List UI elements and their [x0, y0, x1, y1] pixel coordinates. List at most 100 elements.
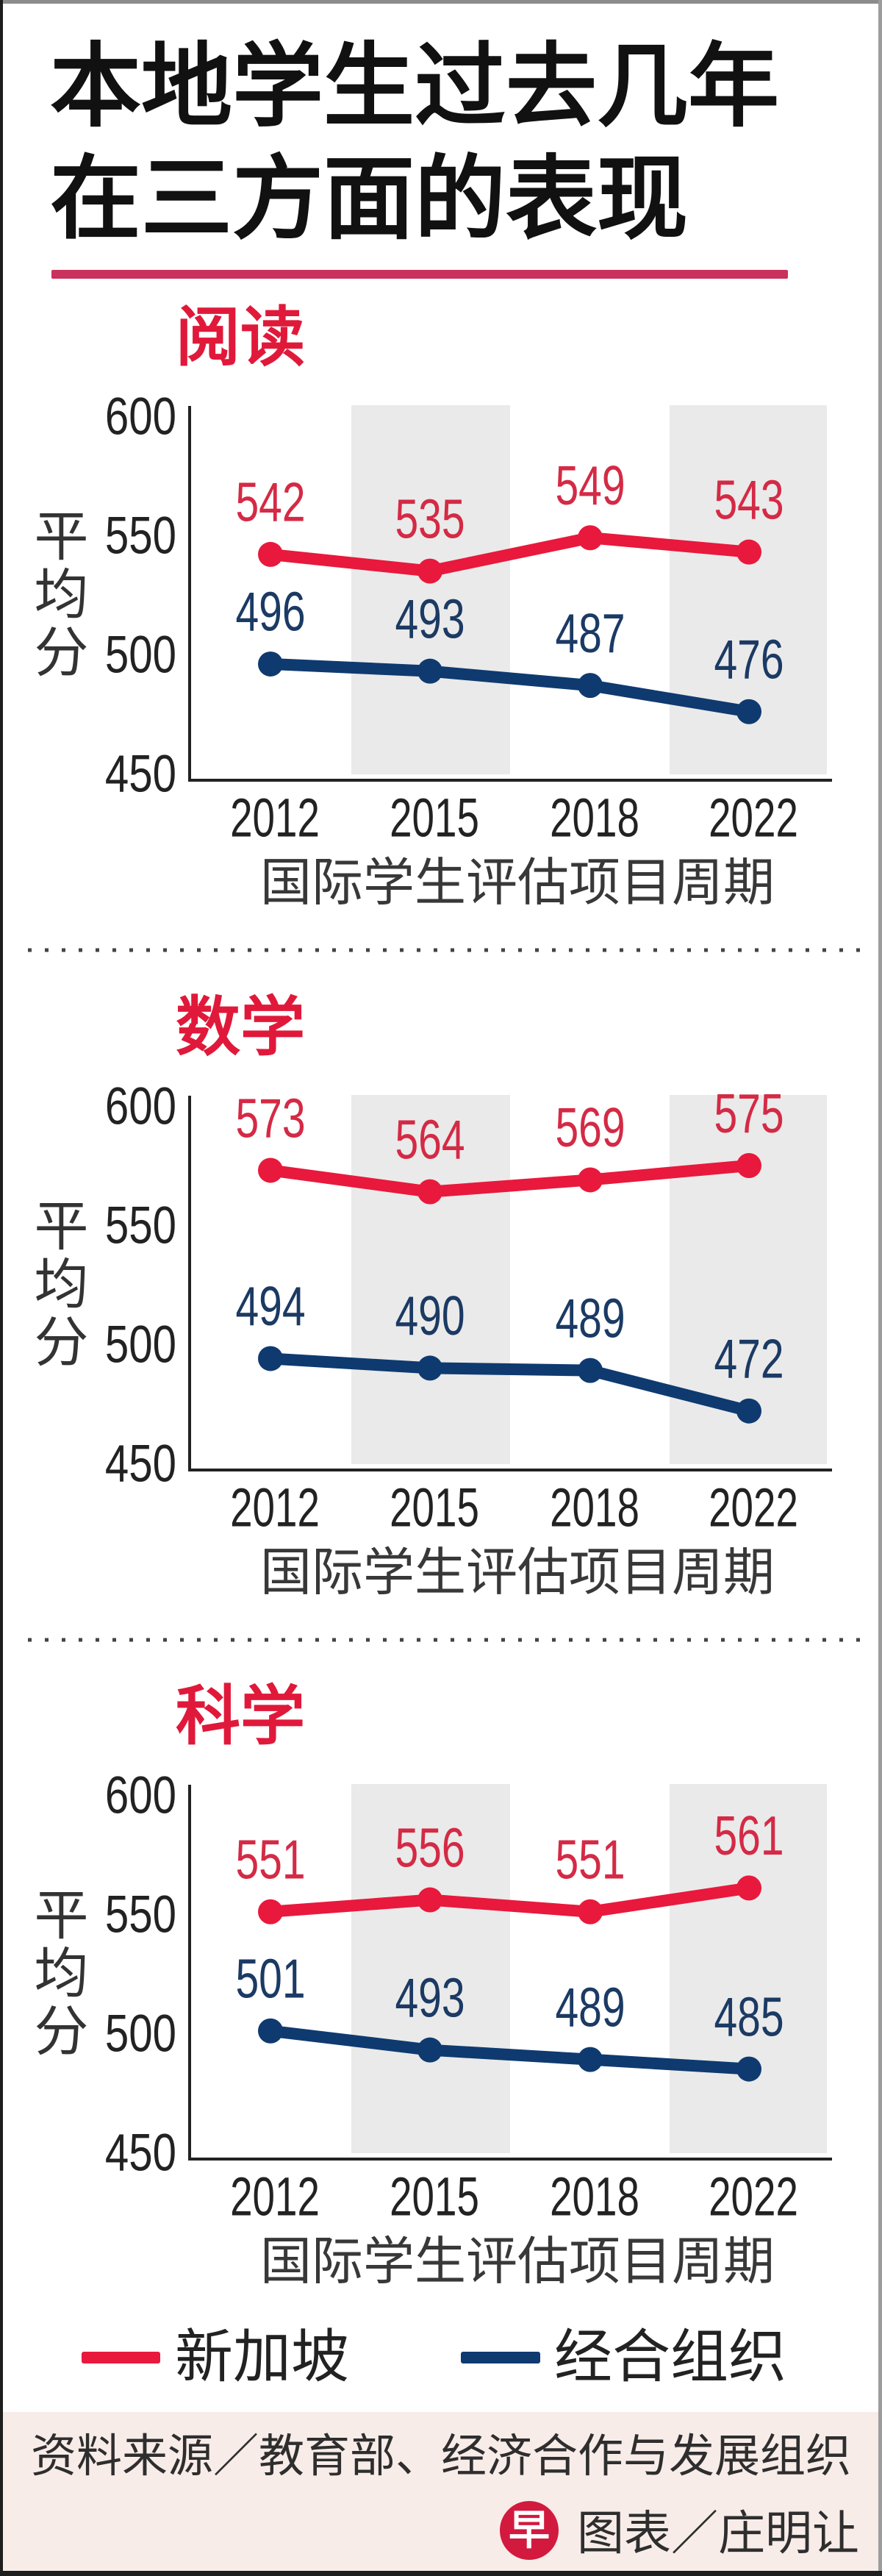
data-value-label: 551: [555, 1830, 625, 1891]
y-axis-title: 平均分: [25, 1196, 88, 1371]
x-tick-label: 2015: [390, 2166, 479, 2227]
series-oecd: 496 493 487 476: [235, 582, 784, 724]
y-tick-label: 450: [105, 1434, 176, 1493]
data-point-marker: [578, 1166, 603, 1192]
data-value-label: 549: [555, 456, 625, 517]
series-group: 542 535 549 543 496 493 487 476: [235, 456, 784, 724]
series-line-oecd: [265, 657, 755, 718]
x-tick-label: 2015: [390, 1477, 479, 1538]
legend-label-oecd: 经合组织: [554, 2323, 786, 2391]
y-tick-label: 450: [105, 2123, 176, 2182]
data-value-label: 575: [714, 1083, 784, 1144]
data-value-label: 487: [555, 603, 625, 664]
y-tick-label: 550: [105, 1196, 176, 1255]
data-value-label: 489: [555, 1977, 625, 2038]
column-band-2015: [351, 1784, 510, 2153]
data-point-marker: [578, 2047, 603, 2072]
series-singapore: 551 556 551 561: [235, 1806, 784, 1924]
data-value-label: 564: [395, 1109, 465, 1170]
series-line-singapore: [265, 532, 755, 577]
y-tick-labels: 600 550 500 450: [105, 387, 176, 803]
data-point-marker: [258, 1345, 283, 1371]
x-axis-title: 国际学生评估项目周期: [260, 2231, 775, 2291]
series-oecd: 494 490 489 472: [235, 1276, 784, 1424]
data-point-marker: [736, 2056, 761, 2082]
series-line-singapore: [265, 1159, 755, 1198]
chart-science: 600 550 500 450 2012 2015 2018 2022 551 556 551 5…: [0, 1677, 882, 2339]
page-title-line-2: 在三方面的表现: [50, 146, 689, 252]
data-point-marker: [578, 1357, 603, 1383]
data-point-marker: [258, 1157, 283, 1182]
y-tick-label: 600: [105, 1766, 176, 1824]
series-line-oecd: [265, 2024, 755, 2075]
logo-glyph: 早: [509, 2506, 550, 2555]
y-tick-label: 500: [105, 1315, 176, 1374]
footer: 资料来源／教育部、经济合作与发展组织 早 图表／庄明让: [3, 2412, 878, 2571]
data-value-label: 573: [235, 1088, 305, 1149]
chart-title: 科学: [176, 1678, 306, 1754]
frame-border-bottom: [0, 2571, 882, 2576]
legend-blue-line-icon: [461, 2352, 540, 2363]
data-value-label: 476: [714, 629, 784, 691]
x-tick-label: 2015: [390, 788, 479, 849]
x-tick-label: 2022: [709, 2166, 798, 2227]
data-point-marker: [258, 2018, 283, 2044]
y-tick-labels: 600 550 500 450: [105, 1766, 176, 2182]
page-title-line-1: 本地学生过去几年: [50, 34, 780, 140]
source-note: 资料来源／教育部、经济合作与发展组织: [31, 2429, 852, 2483]
data-value-label: 501: [235, 1949, 305, 2010]
frame-border-right: [878, 0, 882, 2576]
x-tick-label: 2012: [230, 1477, 320, 1538]
chart-math: 600 550 500 450 2012 2015 2018 2022 573 564 569 5…: [0, 988, 882, 1650]
data-point-marker: [258, 1899, 283, 1924]
x-tick-labels: 2012 2015 2018 2022: [230, 2166, 798, 2227]
x-axis-title: 国际学生评估项目周期: [260, 852, 775, 913]
data-point-marker: [736, 1875, 761, 1901]
data-point-marker: [578, 1899, 603, 1924]
x-tick-label: 2012: [230, 2166, 320, 2227]
y-tick-label: 450: [105, 744, 176, 803]
series-line-oecd: [265, 1352, 755, 1417]
column-band-2015: [351, 1094, 510, 1464]
series-line-singapore: [265, 1882, 755, 1918]
data-point-marker: [258, 541, 283, 567]
data-point-marker: [736, 1398, 761, 1424]
x-axis-title: 国际学生评估项目周期: [260, 1541, 775, 1602]
data-value-label: 493: [395, 1968, 465, 2029]
y-tick-label: 500: [105, 625, 176, 684]
chart-title: 阅读: [176, 299, 306, 375]
data-value-label: 494: [235, 1276, 305, 1337]
column-band-2015: [351, 405, 510, 774]
x-tick-label: 2022: [709, 1477, 798, 1538]
frame-border-top: [0, 0, 882, 4]
data-value-label: 493: [395, 589, 465, 650]
y-axis-title: 平均分: [25, 507, 88, 682]
x-tick-label: 2018: [550, 2166, 639, 2227]
data-point-marker: [417, 658, 442, 684]
data-point-marker: [417, 558, 442, 584]
data-point-marker: [736, 699, 761, 724]
data-point-marker: [417, 1179, 442, 1205]
y-tick-label: 600: [105, 387, 176, 446]
data-point-marker: [258, 651, 283, 677]
chart-reading: 600 550 500 450 2012 2015 2018 2022 542 535 549 5…: [0, 299, 882, 960]
y-tick-label: 550: [105, 1885, 176, 1944]
y-axis-title: 平均分: [25, 1886, 88, 2061]
y-tick-labels: 600 550 500 450: [105, 1077, 176, 1493]
data-value-label: 542: [235, 472, 305, 533]
data-value-label: 489: [555, 1288, 625, 1349]
data-value-label: 561: [714, 1806, 784, 1867]
data-point-marker: [417, 1887, 442, 1913]
chart-title: 数学: [176, 988, 306, 1065]
data-value-label: 569: [555, 1097, 625, 1158]
x-tick-label: 2018: [550, 1477, 639, 1538]
series-singapore: 573 564 569 575: [235, 1083, 784, 1205]
data-point-marker: [578, 525, 603, 551]
x-tick-labels: 2012 2015 2018 2022: [230, 1477, 798, 1538]
data-point-marker: [417, 1355, 442, 1380]
x-tick-labels: 2012 2015 2018 2022: [230, 788, 798, 849]
data-point-marker: [736, 539, 761, 565]
